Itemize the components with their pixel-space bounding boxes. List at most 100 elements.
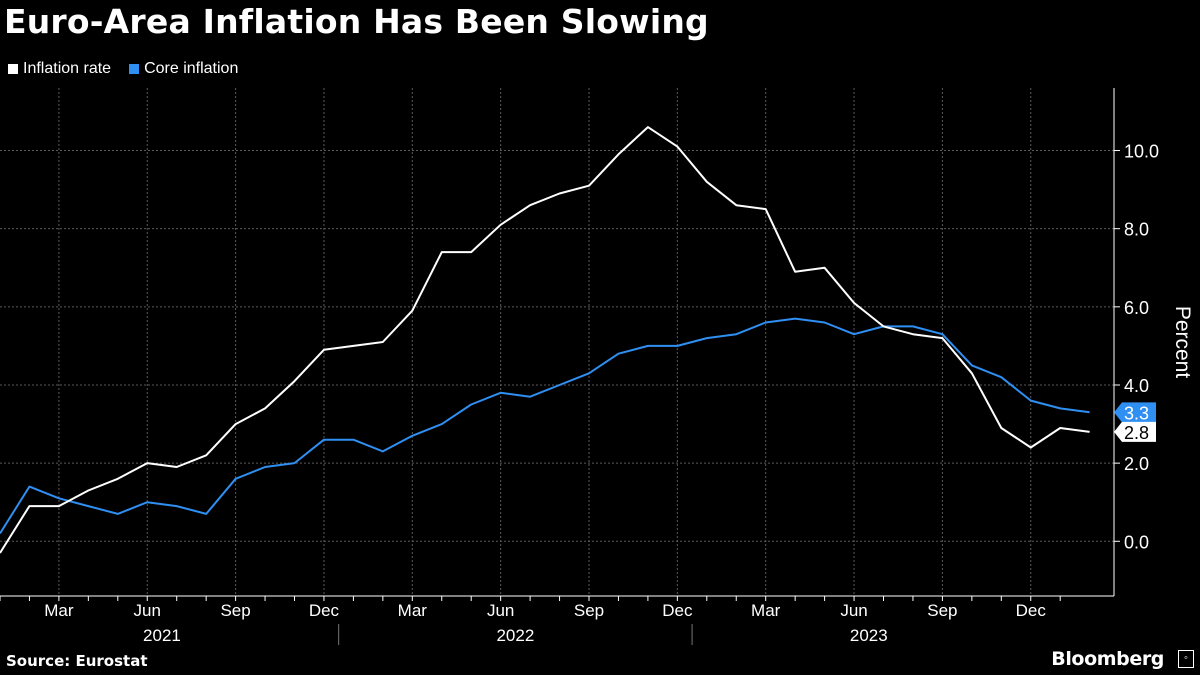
inflation-data-point (233, 421, 239, 427)
x-tick-label: Mar (751, 601, 781, 620)
inflation-data-point (1028, 445, 1034, 451)
inflation-data-point (409, 308, 415, 314)
inflation-data-point (1057, 425, 1063, 431)
core-data-point (144, 499, 150, 505)
inflation-data-point (85, 488, 91, 494)
core-data-point (763, 320, 769, 326)
inflation-data-point (969, 370, 975, 376)
legend-label-inflation: Inflation rate (23, 60, 112, 77)
core-data-point (998, 374, 1004, 380)
inflation-data-point (615, 151, 621, 157)
inflation-data-point (733, 202, 739, 208)
inflation-data-point (881, 323, 887, 329)
inflation-data-point (674, 144, 680, 150)
inflation-data-point (645, 124, 651, 130)
y-tick-label: 4.0 (1124, 376, 1149, 396)
x-tick-label: Dec (309, 601, 340, 620)
core-data-point (468, 402, 474, 408)
axes (0, 88, 1120, 645)
y-tick-label: 2.0 (1124, 454, 1149, 474)
legend-swatch-inflation (8, 64, 18, 74)
core-inflation-line (0, 317, 1090, 535)
core-data-point (0, 531, 3, 537)
core-data-point (969, 362, 975, 368)
x-tick-label: Sep (220, 601, 250, 620)
x-tick-label: Jun (487, 601, 514, 620)
inflation-data-point (527, 202, 533, 208)
core-data-point (439, 421, 445, 427)
core-data-point (174, 503, 180, 509)
y-tick-label: 10.0 (1124, 142, 1159, 162)
legend: Inflation rate Core inflation (8, 60, 238, 78)
y-tick-label: 0.0 (1124, 532, 1149, 552)
core-data-point (586, 370, 592, 376)
core-data-point (910, 323, 916, 329)
legend-label-core: Core inflation (144, 60, 239, 77)
core-end-label-shape (1114, 402, 1156, 423)
inflation-data-point (498, 222, 504, 228)
core-data-point (409, 433, 415, 439)
legend-item-inflation: Inflation rate (8, 60, 111, 78)
legend-swatch-core (129, 64, 140, 74)
x-year-label: 2022 (496, 626, 534, 645)
core-data-point (350, 437, 356, 443)
x-tick-label: Sep (574, 601, 604, 620)
inflation-data-point (115, 476, 121, 482)
inflation-data-point (586, 183, 592, 189)
core-data-point (262, 464, 268, 470)
x-tick-label: Jun (134, 601, 161, 620)
inflation-data-point (56, 503, 62, 509)
inflation-data-point (203, 452, 209, 458)
core-data-point (26, 484, 32, 490)
core-data-point (1028, 398, 1034, 404)
inflation-data-point (557, 191, 563, 197)
x-tick-label: Dec (662, 601, 693, 620)
source-note: Source: Eurostat (6, 652, 148, 670)
inflation-end-label-shape (1114, 421, 1156, 442)
x-year-label: 2023 (850, 626, 888, 645)
inflation-data-point (910, 331, 916, 337)
x-year-label: 2021 (143, 626, 181, 645)
legend-item-core: Core inflation (129, 60, 238, 78)
inflation-data-point (851, 300, 857, 306)
core-data-point (792, 316, 798, 322)
inflation-data-point (292, 378, 298, 384)
inflation-data-point (704, 179, 710, 185)
inflation-data-point (939, 335, 945, 341)
inflation-data-point (262, 405, 268, 411)
inflation-data-point (144, 460, 150, 466)
brand-logo-text: Bloomberg (1051, 648, 1164, 670)
core-data-point (822, 320, 828, 326)
core-data-point (292, 460, 298, 466)
core-data-point (704, 335, 710, 341)
y-tick-label: 8.0 (1124, 220, 1149, 240)
bloomberg-icon: ◦ (1178, 650, 1194, 668)
core-data-point (1057, 405, 1063, 411)
core-data-point (56, 495, 62, 501)
core-data-point (557, 382, 563, 388)
core-end-label: 3.3 (1114, 402, 1156, 423)
inflation-data-point (468, 249, 474, 255)
inflation-data-point (380, 339, 386, 345)
core-data-point (203, 511, 209, 517)
inflation-data-point (439, 249, 445, 255)
y-tick-label: 6.0 (1124, 298, 1149, 318)
core-data-point (498, 390, 504, 396)
axis-labels: 0.0 2.0 4.0 6.0 8.0 10.0 Mar Jun Sep Dec Mar Jun Sep… (44, 142, 1194, 645)
inflation-data-point (321, 347, 327, 353)
inflation-data-point (26, 503, 32, 509)
core-data-point (733, 331, 739, 337)
core-data-point (321, 437, 327, 443)
core-end-label-text: 3.3 (1124, 403, 1149, 423)
x-tick-label: Dec (1016, 601, 1047, 620)
chart-title: Euro-Area Inflation Has Been Slowing (4, 2, 709, 41)
inflation-data-point (1087, 429, 1093, 435)
inflation-rate-line (0, 126, 1090, 554)
inflation-data-point (0, 550, 3, 556)
core-data-point (615, 351, 621, 357)
series-lines (0, 124, 1093, 556)
y-axis-title: Percent (1171, 306, 1194, 379)
inflation-data-point (174, 464, 180, 470)
core-data-point (527, 394, 533, 400)
inflation-end-label: 2.8 (1114, 421, 1156, 443)
